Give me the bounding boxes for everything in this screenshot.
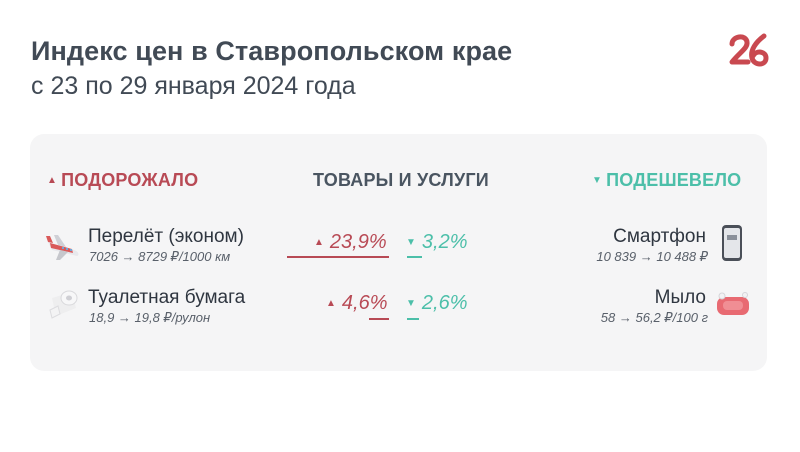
triangle-down-icon: ▼ bbox=[406, 237, 416, 248]
airplane-icon bbox=[46, 235, 79, 260]
header-decreased-label: ПОДЕШЕВЕЛО bbox=[606, 170, 742, 190]
triangle-down-icon: ▼ bbox=[592, 175, 603, 186]
item-detail-flight: 7026 → 8729 ₽/1000 км bbox=[89, 249, 231, 264]
header-increased: ▲ ПОДОРОЖАЛО bbox=[47, 170, 198, 191]
item-name-toilet-paper: Туалетная бумага bbox=[88, 287, 246, 308]
bar-down-smartphone bbox=[407, 256, 422, 258]
item-detail-soap: 58 → 56,2 ₽/100 г bbox=[600, 310, 708, 325]
percent-up-toilet-paper-value: 4,6% bbox=[341, 292, 388, 314]
soap-icon bbox=[717, 292, 749, 315]
header-goods-services: ТОВАРЫ И УСЛУГИ bbox=[313, 170, 489, 190]
percent-up-flight-value: 23,9% bbox=[329, 231, 387, 253]
header-decreased: ▼ ПОДЕШЕВЕЛО bbox=[592, 170, 741, 191]
triangle-up-icon: ▲ bbox=[326, 298, 336, 309]
logo-26-icon bbox=[729, 33, 769, 67]
page-subtitle: с 23 по 29 января 2024 года bbox=[31, 72, 356, 100]
percent-down-soap-value: 2,6% bbox=[421, 292, 468, 314]
toilet-paper-icon bbox=[49, 290, 78, 319]
bar-up-flight bbox=[287, 256, 389, 258]
page-title: Индекс цен в Ставропольском крае bbox=[31, 36, 513, 66]
triangle-down-icon: ▼ bbox=[406, 298, 416, 309]
triangle-up-icon: ▲ bbox=[314, 237, 324, 248]
item-name-smartphone: Смартфон bbox=[613, 226, 706, 247]
bar-down-soap bbox=[407, 318, 420, 320]
triangle-up-icon: ▲ bbox=[47, 175, 58, 186]
item-detail-toilet-paper: 18,9 → 19,8 ₽/рулон bbox=[89, 310, 211, 325]
item-name-soap: Мыло bbox=[654, 287, 706, 308]
percent-down-smartphone: ▼ 3,2% bbox=[406, 231, 468, 254]
percent-down-soap: ▼ 2,6% bbox=[406, 292, 468, 315]
item-name-flight: Перелёт (эконом) bbox=[88, 226, 244, 247]
percent-up-flight: ▲ 23,9% bbox=[314, 231, 387, 254]
smartphone-icon bbox=[722, 225, 742, 261]
header-increased-label: ПОДОРОЖАЛО bbox=[61, 170, 199, 190]
percent-up-toilet-paper: ▲ 4,6% bbox=[326, 292, 388, 315]
item-detail-smartphone: 10 839 → 10 488 ₽ bbox=[596, 249, 708, 264]
price-card bbox=[30, 134, 767, 371]
bar-up-toilet-paper bbox=[369, 318, 389, 320]
percent-down-smartphone-value: 3,2% bbox=[421, 231, 468, 253]
